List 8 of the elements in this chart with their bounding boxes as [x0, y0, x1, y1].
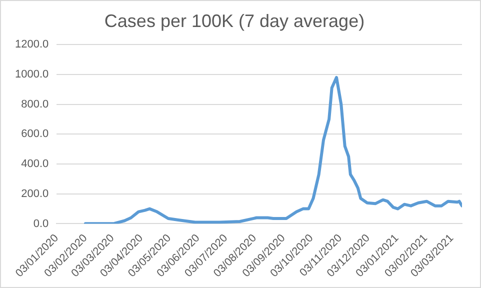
y-tick-label: 0.0 [33, 218, 49, 230]
y-tick-label: 400.0 [21, 158, 49, 170]
y-tick-label: 1000.0 [14, 68, 49, 80]
chart-title: Cases per 100K (7 day average) [104, 10, 365, 31]
y-tick-label: 200.0 [21, 188, 49, 200]
y-tick-label: 1200.0 [14, 38, 49, 51]
y-tick-label: 600.0 [21, 128, 49, 140]
y-tick-label: 800.0 [21, 98, 49, 110]
